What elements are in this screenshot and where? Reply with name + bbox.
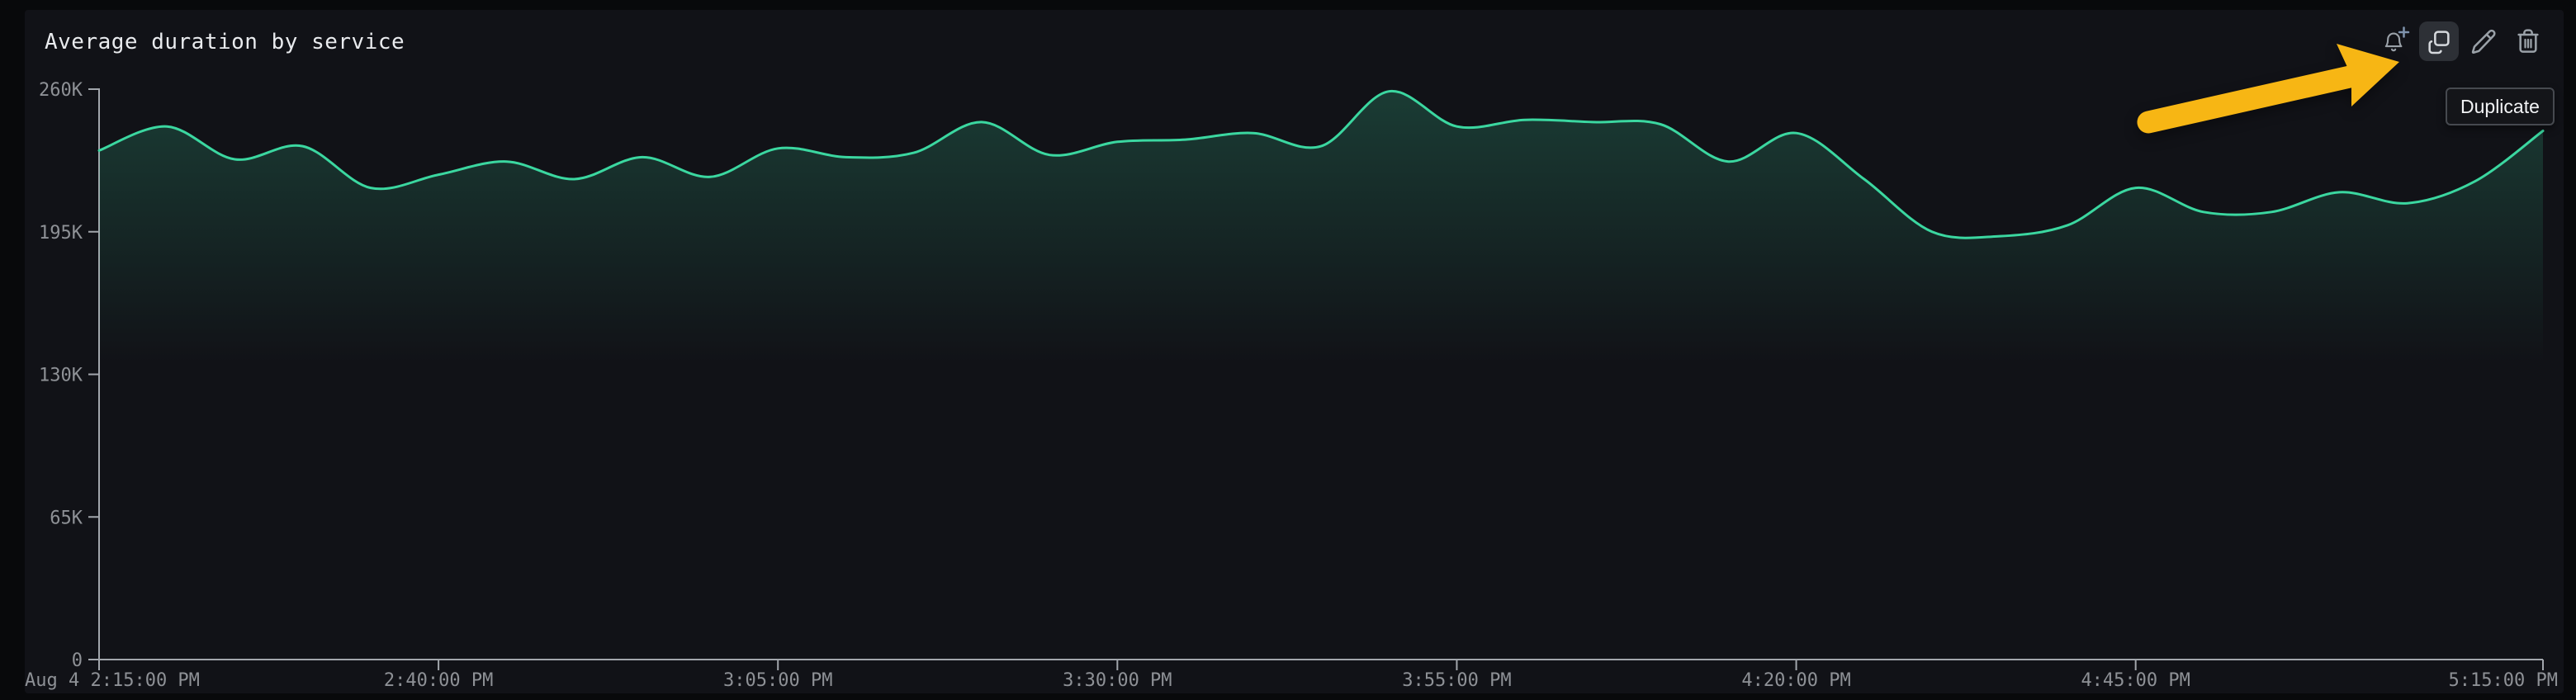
series-area <box>99 91 2543 660</box>
y-tick-label: 195K <box>39 223 83 244</box>
x-tick-label: 5:15:00 PM <box>2449 670 2558 691</box>
edit-button[interactable] <box>2464 21 2503 61</box>
y-tick-label: 65K <box>50 508 83 528</box>
panel-title: Average duration by service <box>45 30 405 54</box>
y-tick-label: 130K <box>39 366 83 386</box>
y-tick-label: 0 <box>72 650 83 671</box>
y-tick-label: 260K <box>39 80 83 101</box>
panel-toolbar <box>2375 21 2548 61</box>
duplicate-icon <box>2428 31 2450 54</box>
pencil-icon <box>2471 29 2496 54</box>
alert-bell-button[interactable] <box>2375 21 2414 61</box>
duplicate-tooltip: Duplicate <box>2446 88 2555 125</box>
x-tick-label: 3:30:00 PM <box>1063 670 1172 691</box>
bell-plus-icon <box>2384 26 2410 52</box>
x-tick-label: Aug 4 2:15:00 PM <box>25 670 200 691</box>
trash-icon <box>2517 29 2539 53</box>
x-tick-label: 4:20:00 PM <box>1741 670 1850 691</box>
duplicate-button[interactable] <box>2419 21 2459 61</box>
x-tick-label: 3:05:00 PM <box>723 670 832 691</box>
x-tick-label: 2:40:00 PM <box>384 670 493 691</box>
delete-button[interactable] <box>2508 21 2548 61</box>
x-tick-label: 3:55:00 PM <box>1402 670 1511 691</box>
x-tick-label: 4:45:00 PM <box>2081 670 2190 691</box>
series-line <box>97 90 2545 239</box>
